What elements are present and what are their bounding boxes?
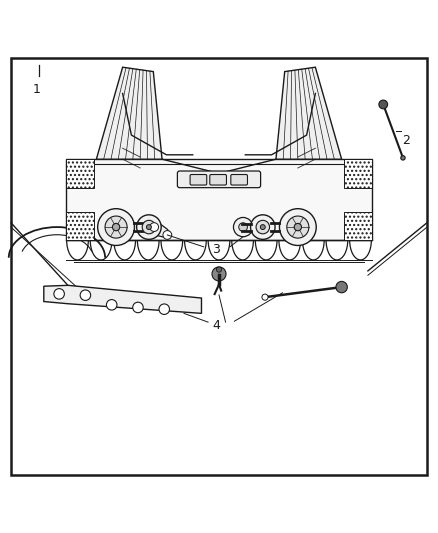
Text: 1: 1 [33,84,41,96]
Circle shape [260,224,265,230]
FancyBboxPatch shape [210,174,226,185]
Circle shape [401,156,405,160]
Circle shape [262,294,268,300]
Circle shape [80,290,91,301]
Circle shape [233,217,253,237]
Circle shape [113,223,120,231]
Text: 4: 4 [212,319,220,332]
Text: 2: 2 [402,134,410,147]
Circle shape [137,215,161,239]
Circle shape [212,267,226,281]
Polygon shape [96,67,162,159]
FancyBboxPatch shape [190,174,207,185]
Circle shape [105,216,127,238]
Circle shape [379,100,388,109]
Text: 3: 3 [212,244,220,256]
Circle shape [150,223,159,231]
Circle shape [133,302,143,313]
Bar [66,159,372,240]
FancyBboxPatch shape [231,174,247,185]
Circle shape [279,209,316,246]
Circle shape [251,215,275,239]
Polygon shape [276,67,342,159]
Circle shape [163,231,172,239]
Circle shape [54,288,64,299]
FancyBboxPatch shape [177,171,261,188]
Circle shape [336,281,347,293]
Circle shape [294,223,301,231]
Circle shape [256,220,269,234]
Circle shape [146,224,152,230]
Circle shape [287,216,309,238]
Bar [66,212,94,240]
Circle shape [142,220,155,234]
Bar [344,159,372,188]
Circle shape [216,267,222,272]
Circle shape [98,209,134,246]
Circle shape [159,304,170,314]
Polygon shape [44,285,201,313]
Bar [344,212,372,240]
Polygon shape [144,222,172,238]
Circle shape [106,300,117,310]
Circle shape [239,223,247,231]
Bar [66,159,94,188]
